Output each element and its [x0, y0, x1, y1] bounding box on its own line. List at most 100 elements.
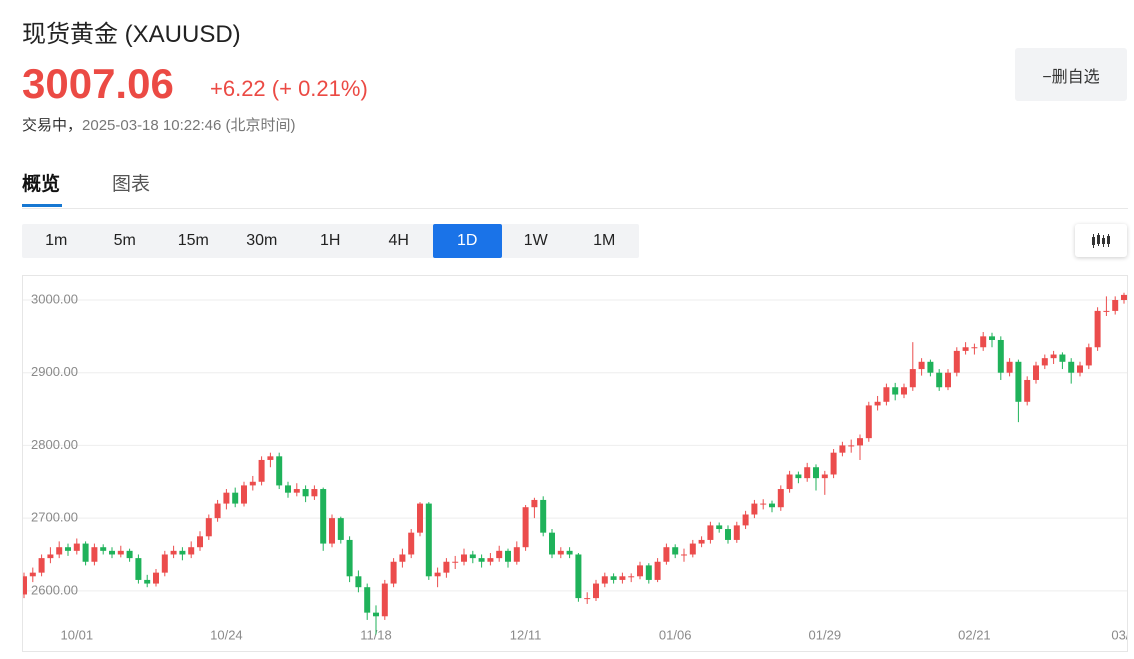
candle-body — [1077, 365, 1083, 373]
candle-body — [813, 467, 819, 479]
candle-body — [760, 503, 767, 505]
candle-body — [654, 561, 661, 580]
candle-body — [285, 485, 291, 493]
candle-body — [38, 558, 45, 573]
candle-body — [29, 572, 36, 577]
interval-button[interactable]: 1W — [523, 232, 548, 249]
candle-body — [637, 565, 643, 577]
candle-body — [1059, 354, 1066, 362]
candle-body — [1050, 354, 1057, 359]
candle-body — [575, 554, 582, 599]
candle-body — [663, 547, 670, 562]
candle-body — [610, 576, 617, 580]
y-tick-label: 3000.00 — [31, 291, 78, 306]
candle-body — [249, 481, 256, 486]
candle-body — [601, 576, 608, 584]
candle-body — [364, 587, 371, 613]
chart-type-button[interactable] — [1075, 224, 1127, 257]
candle-body — [320, 489, 327, 544]
candle-body — [1006, 361, 1013, 373]
x-tick-label: 12/11 — [510, 627, 542, 642]
candle-body — [698, 539, 705, 544]
candle-body — [584, 598, 591, 600]
x-tick-label: 01/06 — [659, 627, 692, 642]
candle-body — [82, 543, 89, 562]
candle-body — [170, 550, 177, 555]
tab-indicator — [22, 204, 62, 207]
candle-body — [1024, 379, 1031, 402]
tab[interactable]: 图表 — [112, 174, 151, 195]
candle-body — [100, 547, 107, 551]
interval-button[interactable]: 4H — [388, 232, 409, 249]
candle-body — [214, 503, 221, 519]
candle-body — [434, 572, 441, 577]
candle-body — [109, 550, 115, 555]
candle-body — [751, 503, 758, 515]
candle-body — [267, 456, 274, 460]
candle-body — [531, 499, 538, 508]
candle-body — [953, 350, 960, 373]
candle-body — [443, 561, 450, 573]
candle-body — [355, 576, 362, 588]
candle-body — [839, 445, 846, 453]
candle-body — [901, 387, 907, 395]
candle-body — [689, 543, 696, 555]
candle-body — [126, 550, 133, 559]
candle-body — [65, 547, 71, 551]
candle-body — [540, 499, 547, 533]
candle-body — [153, 572, 159, 584]
candle-body — [795, 474, 802, 479]
candle-body — [566, 550, 573, 555]
candle-body — [373, 612, 379, 617]
candle-body — [733, 525, 740, 540]
candle-body — [672, 547, 679, 555]
x-tick-label: 01/29 — [809, 627, 842, 642]
interval-button[interactable]: 15m — [177, 232, 209, 249]
x-tick-label: 10/24 — [210, 627, 243, 642]
candle-body — [593, 583, 599, 599]
candle-body — [487, 558, 494, 562]
interval-bar: 1m 5m 15m 30m 1H 4H 1D 1W 1M — [22, 224, 639, 258]
candle-body — [857, 438, 863, 446]
interval-button[interactable]: 1D — [433, 224, 502, 258]
candle-body — [311, 489, 318, 497]
interval-button[interactable]: 1M — [593, 232, 616, 249]
candle-body — [302, 489, 309, 497]
candle-body — [725, 529, 731, 540]
y-tick-label: 2900.00 — [31, 364, 78, 379]
candle-body — [452, 561, 459, 563]
interval-button[interactable]: 1m — [45, 232, 68, 249]
interval-button[interactable]: 1H — [320, 232, 341, 249]
candle-body — [980, 336, 987, 348]
candle-body — [408, 532, 415, 555]
candle-body — [945, 372, 951, 388]
candle-body — [513, 547, 520, 562]
candle-body — [804, 467, 811, 479]
chart: 2600.00 2700.00 2800.00 2900.00 3000.00 10/01… — [22, 275, 1128, 652]
candle-body — [23, 576, 27, 595]
candle-body — [874, 401, 881, 406]
candle-body — [883, 387, 890, 402]
candle-body — [936, 372, 943, 388]
tab[interactable]: 概览 — [22, 174, 61, 195]
candle-body — [645, 565, 652, 580]
candle-body — [769, 503, 775, 508]
candle-body — [619, 576, 626, 580]
candle-body — [258, 459, 265, 482]
interval-button[interactable]: 5m — [113, 232, 136, 249]
candle-body — [91, 547, 98, 562]
timestamp: 2025-03-18 10:22:46 (北京时间) — [82, 117, 296, 134]
remove-watchlist-button[interactable]: −删自选 — [1015, 48, 1127, 101]
candle-body — [197, 536, 203, 548]
candle-body — [205, 518, 212, 537]
interval-button[interactable]: 30m — [246, 232, 278, 249]
candle-body — [188, 547, 195, 555]
price: 3007.06 — [22, 60, 174, 107]
candle-body — [865, 405, 872, 439]
y-tick-label: 2700.00 — [31, 510, 78, 525]
candle-body — [848, 445, 855, 447]
candle-body — [549, 532, 555, 555]
status: 交易中，2025-03-18 10:22:46 (北京时间) — [22, 114, 295, 135]
candle-body — [1121, 294, 1127, 300]
